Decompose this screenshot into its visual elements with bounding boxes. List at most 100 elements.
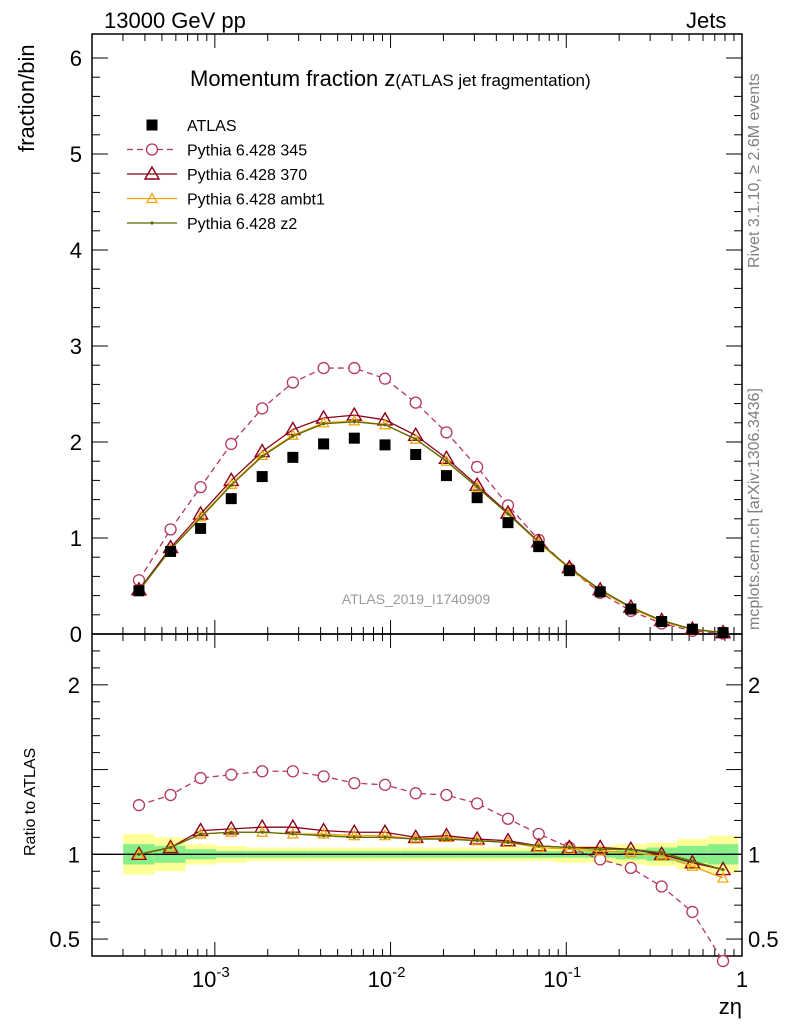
reference-point bbox=[225, 493, 237, 505]
main-y-tick-label: 3 bbox=[70, 334, 82, 359]
series-line-ratio bbox=[138, 831, 724, 871]
series-point-ratio bbox=[440, 788, 453, 802]
series-point-ratio bbox=[567, 845, 572, 850]
ratio-y-tick-label-left: 1 bbox=[68, 842, 80, 867]
reference-point bbox=[502, 517, 514, 529]
reference-point bbox=[471, 492, 483, 504]
reference-point bbox=[256, 471, 268, 483]
ratio-y-tick-label-left: 2 bbox=[68, 673, 80, 698]
x-tick-label: 10-2 bbox=[368, 964, 406, 992]
series-point-main bbox=[444, 459, 449, 463]
series-point-ratio bbox=[137, 852, 141, 856]
reference-point bbox=[533, 541, 545, 553]
legend-label: Pythia 6.428 ambt1 bbox=[187, 192, 325, 209]
analysis-watermark: ATLAS_2019_I1740909 bbox=[342, 591, 491, 607]
series-point-ratio bbox=[438, 827, 455, 842]
series-point-ratio bbox=[199, 832, 203, 836]
reference-point bbox=[379, 439, 391, 451]
reference-point bbox=[717, 627, 729, 639]
ratio-frame bbox=[91, 633, 743, 957]
header-right: Jets bbox=[686, 8, 727, 33]
series-point-main bbox=[506, 512, 510, 516]
series-point-main bbox=[229, 483, 233, 487]
series-point-ratio bbox=[286, 765, 300, 778]
legend-label: Pythia 6.428 z2 bbox=[187, 216, 297, 233]
legend-label: ATLAS bbox=[187, 118, 237, 135]
series-point-main bbox=[225, 437, 238, 451]
series-point-ratio bbox=[624, 846, 637, 858]
series-point-main bbox=[378, 372, 392, 385]
main-y-tick-label: 5 bbox=[70, 142, 82, 167]
x-tick-label: 10-1 bbox=[543, 964, 581, 992]
series-2 bbox=[132, 414, 730, 883]
series-point-main bbox=[383, 423, 387, 427]
series-point-ratio bbox=[532, 841, 545, 853]
series-point-ratio bbox=[537, 844, 541, 848]
series-point-ratio bbox=[686, 905, 699, 919]
series-0 bbox=[132, 361, 730, 968]
series-point-main bbox=[317, 361, 330, 375]
x-tick-label: 10-3 bbox=[192, 964, 230, 992]
series-point-main bbox=[438, 449, 455, 465]
ratio-y-tick-label-right: 1 bbox=[748, 842, 760, 867]
legend-marker bbox=[146, 119, 158, 131]
series-point-main bbox=[317, 416, 330, 428]
reference-point bbox=[165, 545, 177, 557]
reference-point bbox=[563, 565, 575, 577]
series-point-ratio bbox=[716, 954, 730, 968]
series-point-ratio bbox=[660, 851, 664, 855]
reference-point bbox=[195, 522, 207, 534]
series-point-ratio bbox=[499, 832, 517, 847]
legend-marker bbox=[143, 165, 161, 180]
series-point-ratio bbox=[168, 845, 173, 850]
series-point-main bbox=[291, 434, 295, 438]
chart-title: Momentum fraction z(ATLAS jet fragmentat… bbox=[190, 66, 591, 91]
series-point-ratio bbox=[686, 859, 699, 871]
series-point-main bbox=[471, 480, 484, 492]
series-point-ratio bbox=[501, 812, 515, 825]
series-point-ratio bbox=[378, 778, 392, 791]
series-point-main bbox=[352, 420, 356, 424]
series-point-ratio bbox=[256, 765, 269, 778]
series-3 bbox=[137, 420, 725, 872]
x-axis-label: zη bbox=[719, 994, 742, 1019]
series-point-main bbox=[194, 510, 207, 522]
series-point-main bbox=[470, 460, 484, 474]
series-point-ratio bbox=[591, 839, 609, 854]
series-point-ratio bbox=[383, 835, 387, 839]
series-point-ratio bbox=[414, 837, 418, 841]
series-point-main bbox=[409, 396, 422, 409]
series-point-ratio bbox=[409, 787, 422, 800]
series-point-ratio bbox=[561, 839, 578, 854]
reference-point bbox=[318, 438, 330, 450]
series-point-ratio bbox=[444, 837, 449, 841]
series-point-ratio bbox=[322, 834, 326, 838]
series-point-ratio bbox=[317, 827, 330, 839]
reference-point bbox=[594, 586, 606, 598]
series-point-main bbox=[414, 437, 418, 441]
series-point-ratio bbox=[348, 829, 361, 841]
reference-series bbox=[133, 432, 729, 639]
legend-label: Pythia 6.428 370 bbox=[187, 167, 307, 184]
series-1 bbox=[130, 406, 732, 876]
series-point-ratio bbox=[655, 880, 668, 893]
series-point-ratio bbox=[407, 828, 424, 844]
reference-point bbox=[410, 448, 422, 460]
series-point-ratio bbox=[352, 835, 356, 839]
ratio-y-tick-label-right: 2 bbox=[748, 673, 760, 698]
main-y-tick-label: 6 bbox=[70, 46, 82, 71]
legend-marker bbox=[145, 192, 159, 204]
series-point-ratio bbox=[378, 829, 392, 841]
legend-marker bbox=[145, 143, 159, 156]
main-y-tick-label: 1 bbox=[70, 526, 82, 551]
series-point-ratio bbox=[440, 831, 453, 842]
series-point-ratio bbox=[468, 830, 486, 845]
reference-point bbox=[133, 585, 145, 597]
series-point-ratio bbox=[594, 853, 607, 866]
series-point-ratio bbox=[470, 797, 484, 810]
series-point-ratio bbox=[348, 776, 361, 790]
series-point-ratio bbox=[624, 861, 637, 875]
main-y-tick-label: 0 bbox=[70, 622, 82, 647]
reference-point bbox=[440, 470, 452, 482]
